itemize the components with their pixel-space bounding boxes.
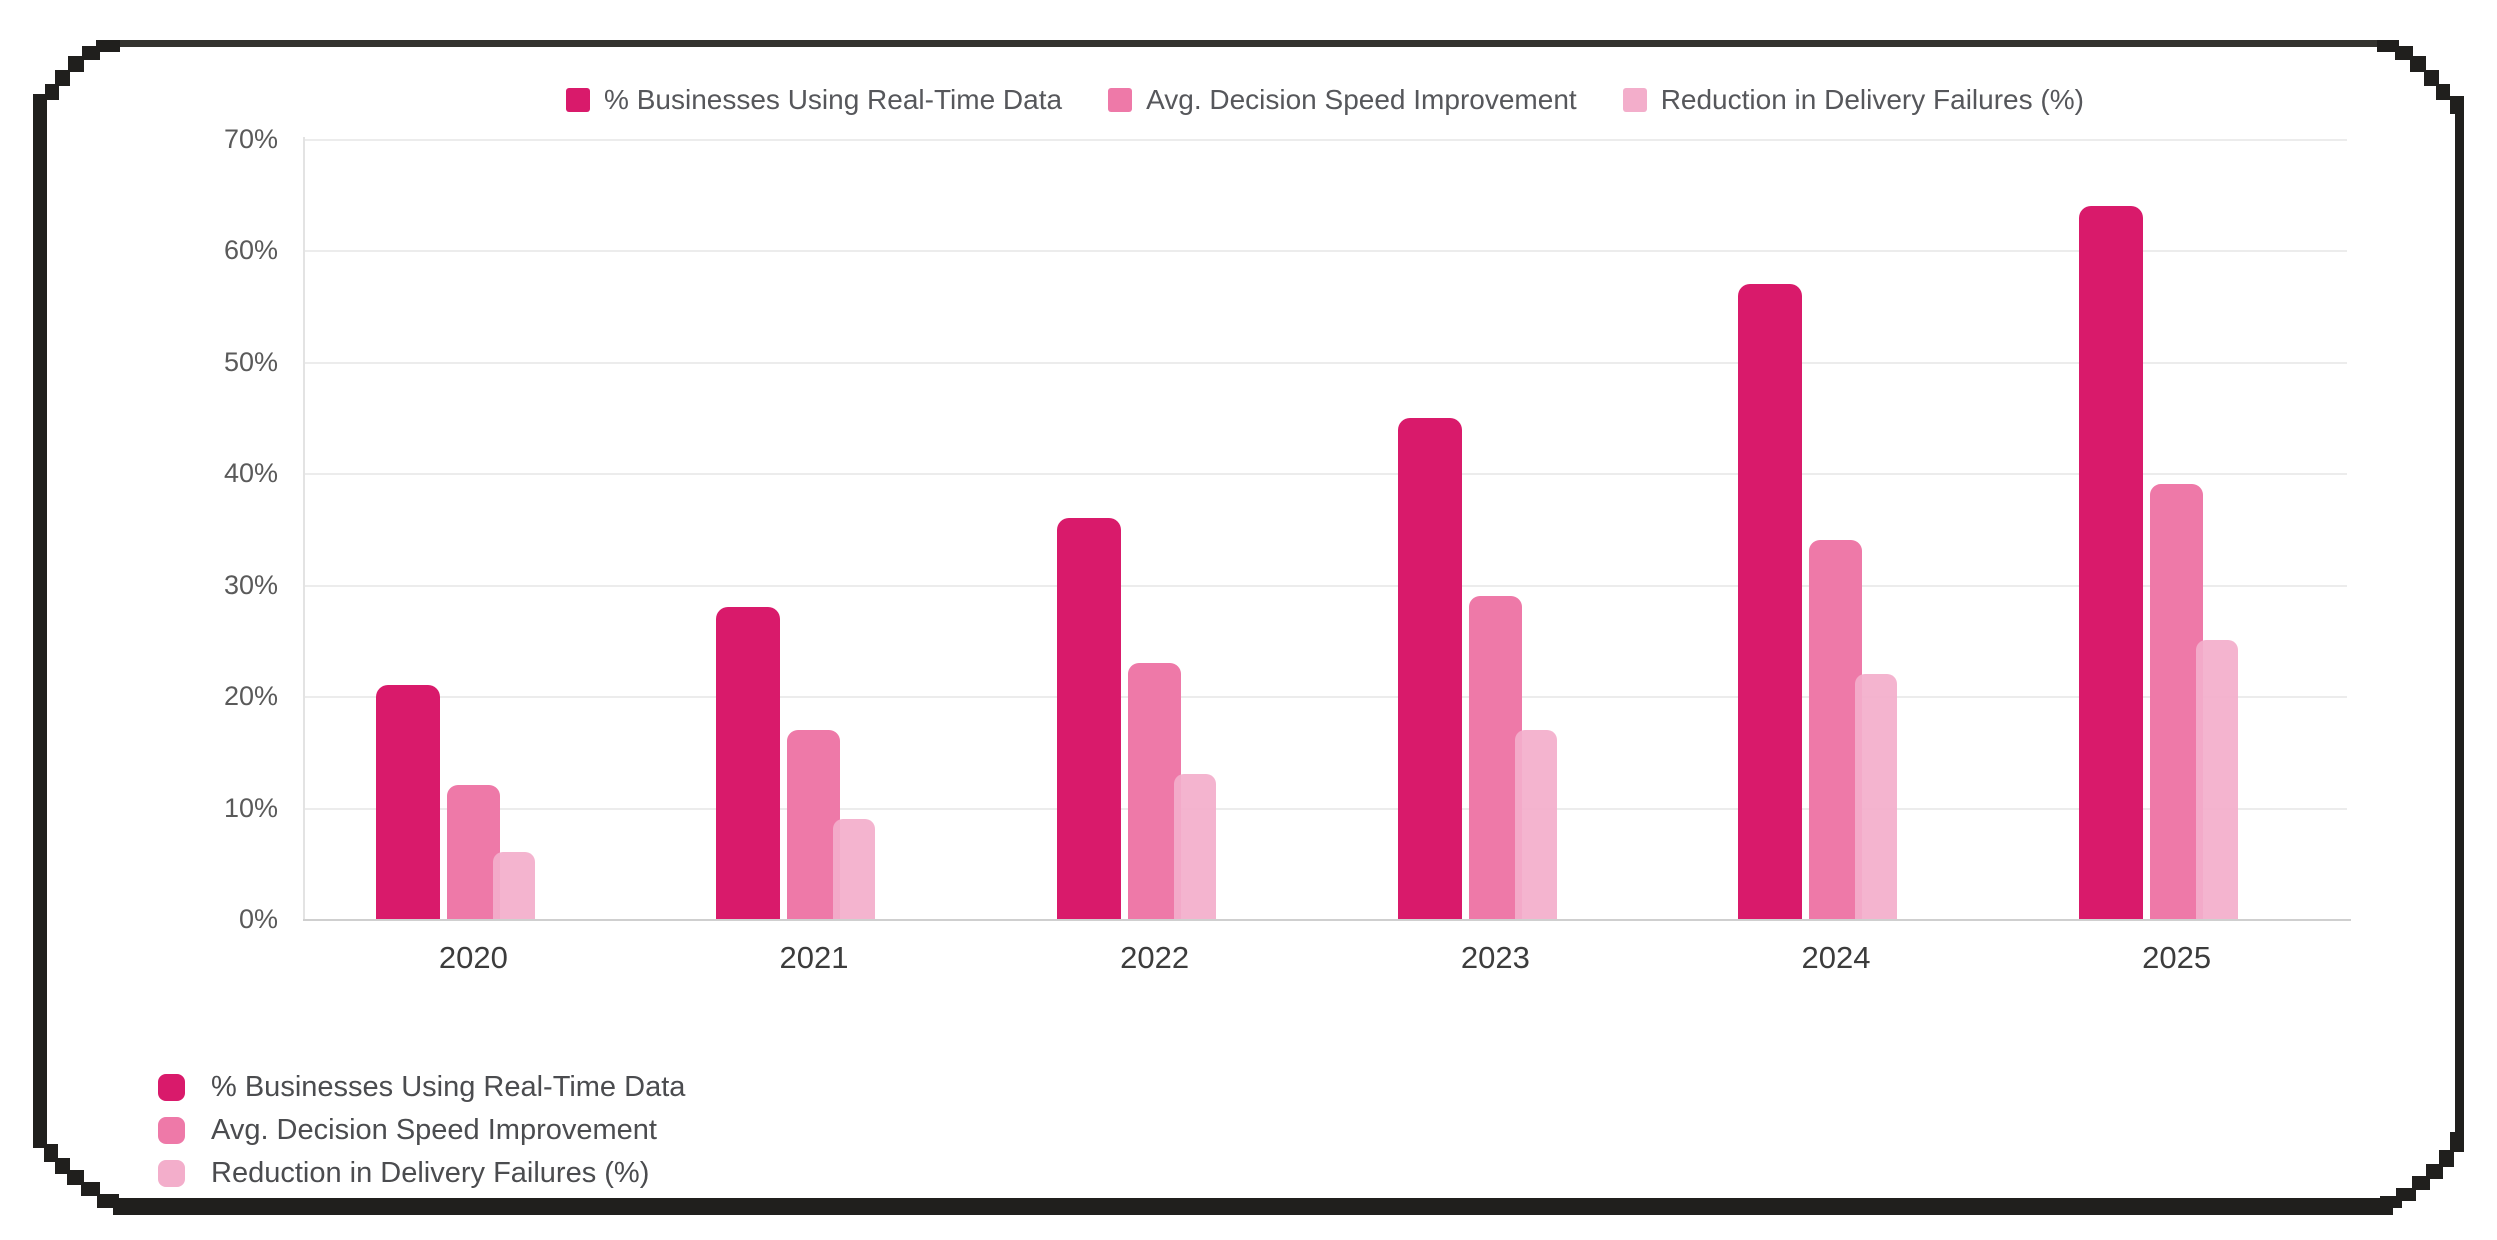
- y-axis-tick-label: 60%: [223, 235, 278, 265]
- gridline: [303, 250, 2347, 252]
- bar-2025-series-3[interactable]: [2195, 640, 2238, 919]
- legend-swatch-icon: [158, 1117, 185, 1144]
- legend-bottom-item-3[interactable]: Reduction in Delivery Failures (%): [158, 1152, 685, 1195]
- gridline: [303, 585, 2347, 587]
- legend-swatch-icon: [1108, 88, 1133, 112]
- bar-2024-series-3[interactable]: [1855, 673, 1898, 919]
- legend-item-label: Avg. Decision Speed Improvement: [211, 1114, 657, 1146]
- legend-top-item-3[interactable]: Reduction in Delivery Failures (%): [1622, 84, 2084, 116]
- bar-2021-series-3[interactable]: [833, 818, 876, 919]
- bar-2020-series-1[interactable]: [375, 685, 440, 919]
- legend-item-label: Avg. Decision Speed Improvement: [1146, 84, 1577, 115]
- gridline: [303, 808, 2347, 810]
- y-axis-tick-label: 20%: [223, 681, 278, 711]
- bar-2023-series-2[interactable]: [1468, 595, 1522, 919]
- x-axis-label: 2022: [1120, 940, 1190, 975]
- legend-swatch-icon: [158, 1160, 185, 1187]
- legend-top-item-2[interactable]: Avg. Decision Speed Improvement: [1108, 84, 1577, 116]
- bar-2023-series-1[interactable]: [1397, 417, 1462, 919]
- bar-2023-series-3[interactable]: [1514, 729, 1557, 919]
- x-axis-label: 2024: [1801, 940, 1871, 975]
- bar-2024-series-1[interactable]: [1738, 283, 1803, 919]
- legend-item-label: Reduction in Delivery Failures (%): [211, 1157, 650, 1189]
- legend-item-label: % Businesses Using Real-Time Data: [604, 84, 1063, 115]
- y-axis-tick-label: 10%: [223, 793, 278, 823]
- gridline: [303, 473, 2347, 475]
- legend-bottom-item-1[interactable]: % Businesses Using Real-Time Data: [158, 1066, 685, 1109]
- gridline: [303, 362, 2347, 364]
- x-axis-line: [303, 919, 2351, 921]
- bar-2021-series-1[interactable]: [716, 607, 781, 919]
- bar-2020-series-3[interactable]: [492, 852, 535, 919]
- legend-swatch-icon: [566, 88, 591, 112]
- legend-item-label: Reduction in Delivery Failures (%): [1660, 84, 2084, 115]
- y-axis-line: [303, 137, 305, 919]
- bar-2025-series-2[interactable]: [2149, 484, 2203, 919]
- legend-swatch-icon: [1622, 88, 1647, 112]
- bar-2022-series-3[interactable]: [1173, 774, 1216, 919]
- legend-top: % Businesses Using Real-Time Data Avg. De…: [303, 84, 2347, 116]
- bar-2025-series-1[interactable]: [2078, 205, 2143, 919]
- legend-bottom-item-2[interactable]: Avg. Decision Speed Improvement: [158, 1109, 685, 1152]
- x-axis-label: 2025: [2142, 940, 2212, 975]
- y-axis-tick-label: 30%: [223, 570, 278, 600]
- legend-bottom: % Businesses Using Real-Time Data Avg. De…: [158, 1066, 685, 1195]
- legend-swatch-icon: [158, 1074, 185, 1101]
- gridline: [303, 139, 2347, 141]
- x-axis-label: 2020: [438, 940, 508, 975]
- y-axis-tick-label: 70%: [223, 124, 278, 154]
- legend-top-item-1[interactable]: % Businesses Using Real-Time Data: [566, 84, 1062, 116]
- y-axis-tick-label: 0%: [238, 904, 278, 934]
- gridline: [303, 696, 2347, 698]
- bar-2022-series-2[interactable]: [1127, 662, 1181, 919]
- bar-2021-series-2[interactable]: [787, 729, 841, 919]
- bar-2024-series-2[interactable]: [1809, 540, 1863, 919]
- bar-2020-series-2[interactable]: [446, 785, 500, 919]
- x-axis-label: 2023: [1460, 940, 1530, 975]
- y-axis-tick-label: 40%: [223, 458, 278, 488]
- legend-item-label: % Businesses Using Real-Time Data: [211, 1071, 686, 1103]
- x-axis-label: 2021: [779, 940, 849, 975]
- bar-2022-series-1[interactable]: [1056, 517, 1121, 919]
- y-axis-tick-label: 50%: [223, 347, 278, 377]
